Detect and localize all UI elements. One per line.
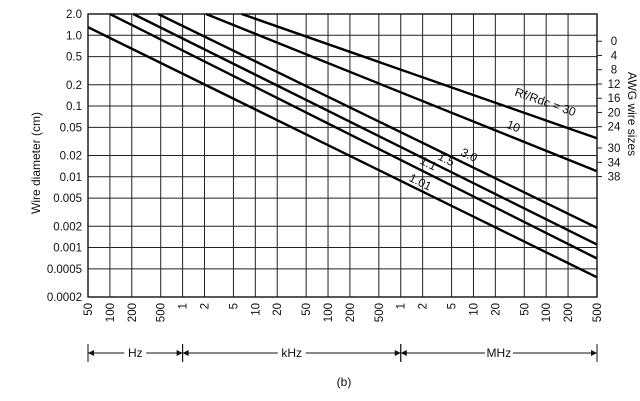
y-tick-label: 0.002: [53, 221, 82, 233]
curve-rf-rdc-10: [205, 12, 598, 173]
awg-tick-label: 30: [608, 143, 621, 155]
awg-tick-label: 0: [611, 36, 617, 48]
curve-label-1-1: 1.1: [418, 153, 439, 173]
awg-tick-label: 24: [608, 122, 621, 134]
range-label-hz: Hz: [128, 346, 143, 360]
x-tick-label: 10: [468, 303, 480, 316]
y-tick-label: 0.02: [60, 151, 82, 163]
y-tick-label: 0.2: [66, 80, 82, 92]
curve-rf-rdc-1-1: [109, 12, 598, 260]
y-tick-label: 2.0: [66, 9, 82, 21]
curve-rf-rdc-1-5: [132, 12, 598, 246]
y-tick-labels: 2.0 1.0 0.5 0.2 0.1 0.05 0.02 0.01 0.005 0.002 0.0…: [47, 9, 82, 304]
awg-tick-label: 34: [608, 157, 621, 169]
awg-tick-label: 16: [608, 93, 621, 105]
range-arrow-right: [176, 350, 183, 356]
y-axis-title: Wire diameter (cm): [29, 112, 43, 214]
right-axis-title: AWG wire sizes: [625, 72, 639, 156]
x-tick-label: 50: [83, 303, 95, 316]
y-tick-label: 0.01: [60, 172, 82, 184]
plot-frame: [87, 13, 598, 298]
x-tick-label: 5: [447, 303, 459, 309]
y-tick-label: 0.1: [66, 101, 82, 113]
y-tick-label: 1.0: [66, 30, 82, 42]
range-arrow-right: [394, 350, 401, 356]
range-arrow-left: [88, 350, 94, 356]
y-tick-label: 0.05: [60, 122, 82, 134]
y-tick-label: 0.0002: [47, 292, 82, 304]
x-tick-label: 50: [301, 303, 313, 316]
x-tick-label: 100: [323, 303, 335, 322]
range-arrow-left: [400, 350, 407, 356]
x-tick-label: 5: [228, 303, 240, 309]
range-label-khz: kHz: [281, 346, 302, 360]
awg-tick-labels: 0 4 8 12 16 20 24 30 34 38: [597, 36, 621, 183]
curve-rf-rdc-30: [241, 12, 598, 140]
x-tick-label: 50: [519, 303, 531, 316]
y-tick-label: 0.005: [53, 193, 82, 205]
x-tick-label: 200: [345, 303, 357, 322]
curve-label-3-0: 3.0: [459, 145, 480, 165]
x-tick-label: 2: [418, 303, 430, 309]
range-arrow-left: [182, 350, 189, 356]
awg-tick-label: 8: [611, 65, 617, 77]
y-tick-label: 0.0005: [47, 264, 82, 276]
x-tick-label: 20: [490, 303, 502, 316]
frequency-ranges: Hz kHz MHz: [87, 344, 598, 362]
x-tick-label: 2: [199, 303, 211, 309]
x-tick-label: 200: [127, 303, 139, 322]
y-tick-label: 0.001: [53, 243, 82, 255]
x-tick-label: 100: [105, 303, 117, 322]
x-tick-label: 20: [272, 303, 284, 316]
range-label-mhz: MHz: [487, 346, 512, 360]
range-arrow-right: [591, 350, 597, 356]
x-tick-label: 500: [156, 303, 168, 322]
awg-tick-label: 4: [611, 50, 618, 62]
x-tick-label: 500: [592, 303, 604, 322]
x-tick-labels: 50 100 200 500 1 2 5 10 20 50 100 200 500 1 2 5 10 20 50 10…: [83, 303, 604, 322]
x-tick-label: 200: [563, 303, 575, 322]
curve-rf-rdc-1-01: [87, 26, 598, 279]
curve-rf-rdc-3-0: [157, 12, 598, 229]
y-tick-label: 0.5: [66, 52, 82, 64]
awg-tick-label: 20: [608, 107, 621, 119]
x-tick-label: 1: [396, 303, 408, 309]
grid: [87, 13, 598, 298]
x-tick-label: 10: [250, 303, 262, 316]
curve-label-1-5: 1.5: [436, 149, 457, 169]
x-tick-label: 1: [178, 303, 190, 309]
awg-tick-label: 12: [608, 79, 621, 91]
caption: (b): [337, 375, 352, 389]
x-tick-label: 500: [374, 303, 386, 322]
x-tick-label: 100: [541, 303, 553, 322]
curves: [87, 12, 598, 279]
awg-tick-label: 38: [608, 171, 621, 183]
curve-label-10: 10: [505, 117, 523, 135]
